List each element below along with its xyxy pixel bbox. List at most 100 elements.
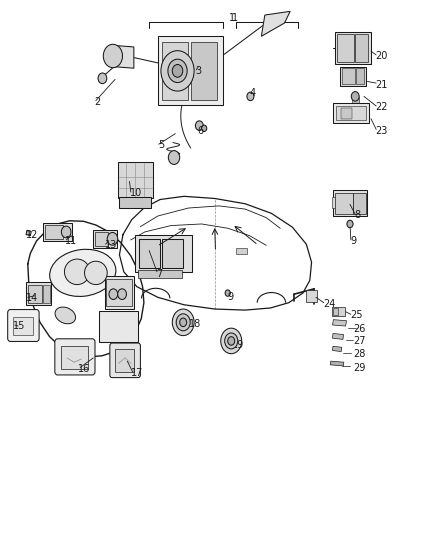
Ellipse shape	[64, 259, 90, 285]
Bar	[333, 190, 367, 216]
Text: 12: 12	[26, 230, 39, 240]
Bar	[61, 346, 88, 368]
FancyBboxPatch shape	[55, 339, 95, 375]
Bar	[120, 197, 151, 208]
Bar	[356, 68, 364, 84]
Bar	[158, 36, 223, 106]
Text: 7: 7	[155, 270, 162, 279]
Polygon shape	[330, 361, 344, 366]
Circle shape	[351, 92, 359, 101]
Bar	[99, 311, 138, 342]
Bar	[237, 248, 247, 254]
Bar	[135, 235, 192, 272]
Text: 23: 23	[375, 126, 388, 136]
Bar	[191, 42, 217, 100]
Circle shape	[228, 337, 235, 345]
Bar	[138, 270, 182, 278]
Bar	[337, 34, 354, 62]
Ellipse shape	[49, 249, 116, 296]
Polygon shape	[332, 334, 343, 340]
Polygon shape	[261, 11, 290, 36]
Polygon shape	[26, 230, 31, 236]
Text: 13: 13	[105, 240, 117, 250]
Circle shape	[195, 121, 203, 131]
Bar	[162, 42, 188, 100]
Circle shape	[247, 92, 254, 101]
Bar	[342, 68, 355, 84]
Text: 9: 9	[228, 292, 234, 302]
Text: 14: 14	[26, 293, 38, 303]
Circle shape	[118, 289, 127, 300]
Text: 3: 3	[195, 66, 201, 76]
Text: 28: 28	[353, 349, 366, 359]
Text: 29: 29	[353, 362, 366, 373]
Circle shape	[172, 309, 194, 336]
Bar	[43, 223, 72, 241]
Text: 22: 22	[375, 102, 388, 112]
Text: 5: 5	[158, 140, 164, 150]
Text: 19: 19	[232, 340, 244, 350]
Bar	[333, 103, 369, 123]
Bar	[45, 225, 63, 239]
Bar	[355, 34, 368, 62]
Bar	[352, 98, 359, 103]
Bar	[13, 317, 33, 335]
Circle shape	[98, 73, 107, 84]
Ellipse shape	[55, 307, 76, 324]
Text: 20: 20	[375, 51, 388, 61]
Bar	[332, 308, 338, 316]
Text: 15: 15	[13, 321, 25, 331]
Bar	[95, 232, 108, 246]
Circle shape	[107, 232, 118, 245]
Circle shape	[180, 318, 187, 327]
Polygon shape	[332, 320, 346, 326]
Text: 17: 17	[131, 368, 143, 378]
Bar	[115, 350, 134, 372]
Circle shape	[103, 44, 123, 68]
Polygon shape	[113, 45, 134, 68]
Text: 2: 2	[95, 96, 101, 107]
Text: 10: 10	[130, 188, 142, 198]
Circle shape	[161, 51, 194, 91]
Text: 11: 11	[65, 236, 78, 246]
Bar	[139, 239, 159, 268]
Text: 25: 25	[350, 310, 363, 320]
Bar	[106, 279, 132, 306]
Text: 6: 6	[197, 126, 203, 136]
Circle shape	[221, 328, 242, 354]
Bar	[336, 107, 366, 120]
Bar	[306, 290, 317, 302]
Text: 24: 24	[323, 298, 335, 309]
Text: 18: 18	[189, 319, 201, 329]
Bar	[26, 282, 51, 305]
Bar	[335, 31, 371, 64]
Text: 16: 16	[78, 364, 91, 374]
Text: 26: 26	[353, 324, 366, 334]
Bar	[162, 239, 183, 268]
Polygon shape	[332, 346, 342, 352]
Circle shape	[225, 333, 238, 349]
Bar	[28, 285, 42, 303]
Bar	[124, 172, 133, 181]
Bar	[42, 285, 49, 303]
Text: 8: 8	[354, 211, 360, 221]
Ellipse shape	[85, 261, 107, 285]
FancyBboxPatch shape	[8, 310, 39, 342]
FancyBboxPatch shape	[110, 343, 141, 377]
Text: 4: 4	[250, 88, 256, 98]
Bar	[340, 67, 366, 86]
Text: 9: 9	[350, 236, 356, 246]
Bar	[335, 192, 353, 214]
Bar	[118, 163, 152, 198]
Bar	[353, 192, 366, 214]
Text: 1: 1	[232, 13, 238, 23]
Circle shape	[225, 290, 230, 296]
Text: 21: 21	[375, 80, 388, 90]
Bar	[332, 197, 335, 208]
Circle shape	[109, 289, 118, 300]
Circle shape	[176, 314, 190, 331]
Circle shape	[201, 125, 207, 132]
Circle shape	[168, 59, 187, 83]
Bar	[93, 230, 117, 248]
Circle shape	[347, 220, 353, 228]
